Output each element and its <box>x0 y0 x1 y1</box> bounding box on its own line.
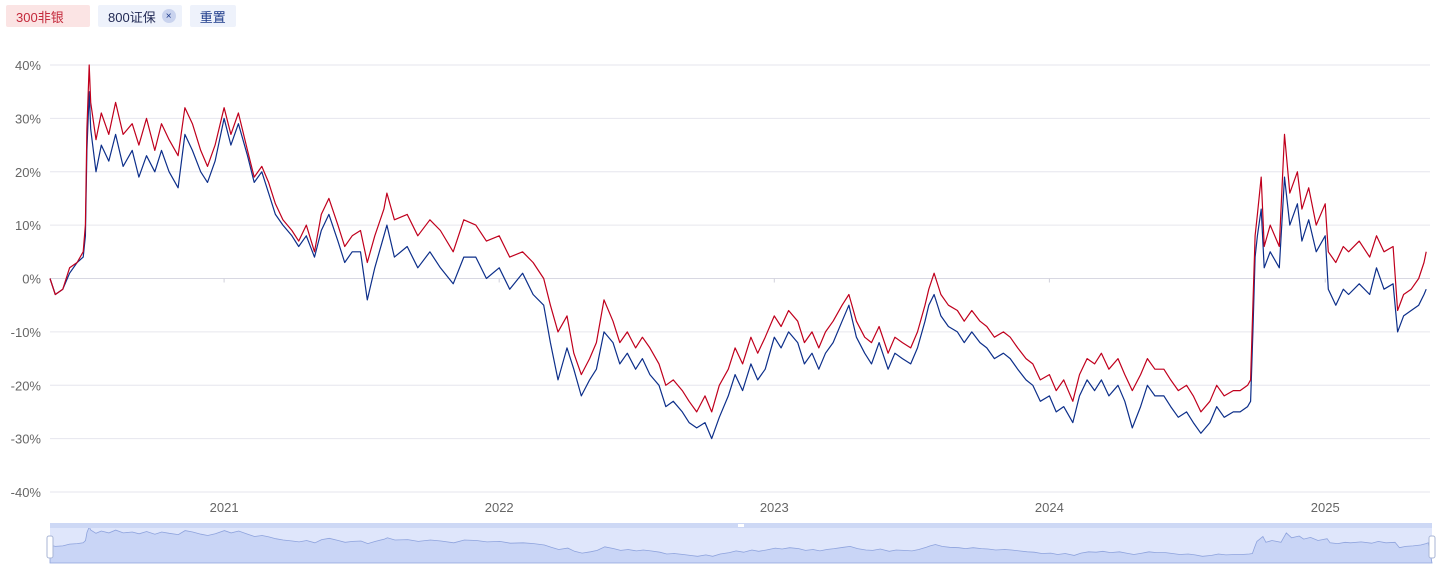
y-tick-label: -40% <box>11 485 42 500</box>
grid-lines <box>50 64 1430 493</box>
y-tick-label: 0% <box>22 272 41 287</box>
x-tick-label: 2021 <box>210 500 239 515</box>
x-tick-label: 2022 <box>485 500 514 515</box>
x-tick-label: 2025 <box>1311 500 1340 515</box>
y-tick-label: -30% <box>11 432 42 447</box>
zoom-handle-left[interactable] <box>46 535 54 559</box>
y-tick-label: 10% <box>15 218 41 233</box>
y-tick-label: -10% <box>11 325 42 340</box>
x-axis: 2021 2022 2023 2024 2025 <box>210 278 1340 515</box>
index-select-label: 300非银 <box>16 9 64 25</box>
y-tick-label: 20% <box>15 165 41 180</box>
selected-tag: 800证保 × <box>98 5 182 27</box>
selected-tag-label: 800证保 <box>108 9 156 25</box>
series-line-s800 <box>49 91 1427 440</box>
zoom-slider-preview <box>49 526 1433 564</box>
x-tick-label: 2023 <box>760 500 789 515</box>
zoom-drag-grip[interactable] <box>738 524 744 527</box>
y-tick-label: -20% <box>11 378 42 393</box>
close-icon[interactable]: × <box>161 9 176 23</box>
filter-bar: 300非银 800证保 × 重置 <box>6 4 236 28</box>
index-select[interactable]: 300非银 <box>6 5 90 27</box>
x-tick-label: 2024 <box>1035 500 1064 515</box>
series-line-s300 <box>49 64 1427 413</box>
y-axis: 40% 30% 20% 10% 0% -10% -20% -30% -40% <box>11 58 42 500</box>
series-lines <box>49 64 1427 440</box>
y-tick-label: 40% <box>15 58 41 73</box>
reset-button-label: 重置 <box>199 9 226 25</box>
reset-button[interactable]: 重置 <box>189 5 236 27</box>
zoom-slider[interactable] <box>46 523 1436 564</box>
zoom-handle-right[interactable] <box>1428 535 1436 559</box>
y-tick-label: 30% <box>15 111 41 126</box>
